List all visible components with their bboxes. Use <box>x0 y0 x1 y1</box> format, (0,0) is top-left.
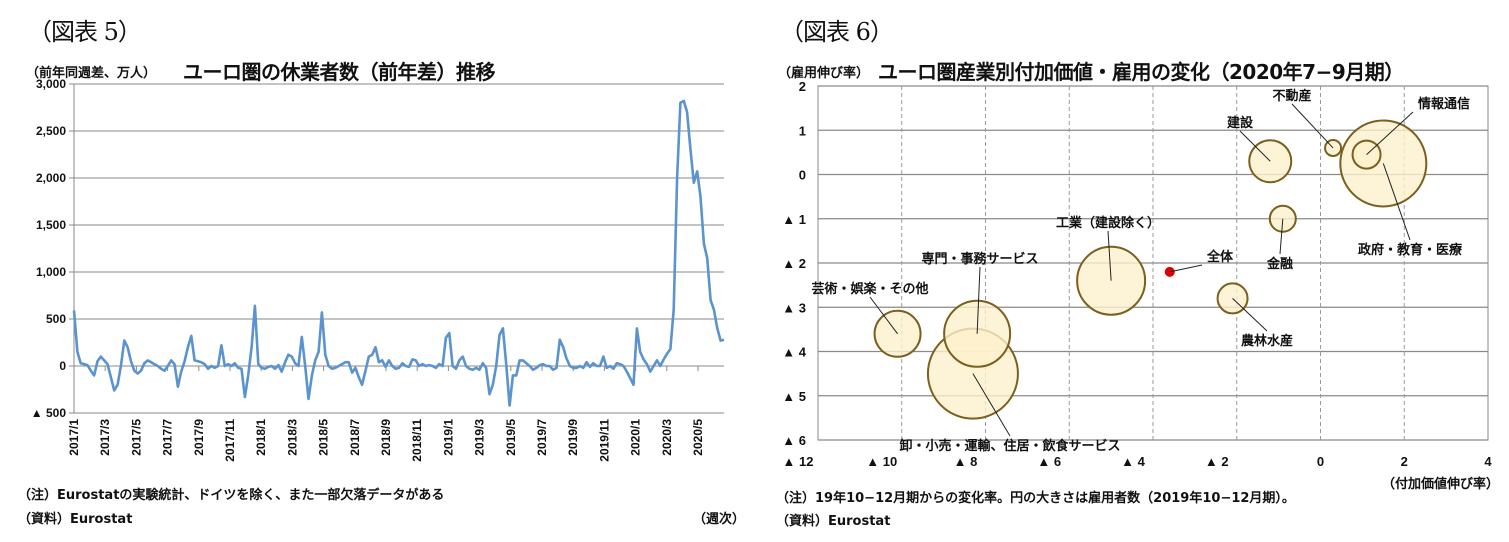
x-tick-label: 2 <box>1401 454 1408 469</box>
x-tick-label: 2017/7 <box>161 419 175 456</box>
x-tick-label: 2018/9 <box>379 419 393 456</box>
y-tick-label: 0 <box>799 168 806 183</box>
x-tick-label: 2019/11 <box>597 419 611 462</box>
leader-line <box>1169 264 1203 273</box>
y-tick-label: ▲ 6 <box>782 433 806 448</box>
x-tick-label: 2018/1 <box>254 419 268 456</box>
leader-line <box>1232 298 1268 332</box>
leader-line <box>1239 130 1271 162</box>
x-tick-label: 2018/5 <box>317 419 331 456</box>
x-tick-label: 2019/3 <box>473 419 487 456</box>
x-tick-label: 4 <box>1484 454 1492 469</box>
x-tick-label: 2019/7 <box>535 419 549 456</box>
bubble-label: 政府・教育・医療 <box>1358 242 1463 257</box>
x-tick-label: 2018/11 <box>410 419 424 462</box>
x-tick-label: 2018/7 <box>348 419 362 456</box>
x-tick-label: ▲ 4 <box>1121 454 1145 469</box>
right-note: （注）19年10−12月期からの変化率。円の大きさは雇用者数（2019年10−1… <box>776 491 1295 506</box>
x-tick-label: 2017/1 <box>67 419 81 456</box>
data-line <box>72 99 725 407</box>
y-tick-label: ▲ 1 <box>782 212 806 227</box>
y-tick-label: 2,500 <box>36 124 66 138</box>
y-tick-label: 3,000 <box>36 77 66 91</box>
left-source: （資料）Eurostat <box>18 512 133 527</box>
leader-line <box>1107 230 1112 281</box>
leader-line <box>1382 163 1411 241</box>
right-bubble-chart: 2 1 0 ▲ 1 ▲ 2 ▲ 3 ▲ 4 ▲ 5 ▲ 6 ▲ 12 ▲ 10 ▲ 8 ▲ 6 ▲ 4 ▲ … <box>782 79 1492 469</box>
y-tick-label: ▲ 4 <box>782 345 806 360</box>
bubble-label: 建設 <box>1227 115 1254 130</box>
x-tick-label: 2017/5 <box>129 419 143 456</box>
left-y-unit-label: （前年同週差、万人） <box>26 66 157 81</box>
x-tick-label: ▲ 12 <box>783 454 814 469</box>
y-tick-label: 2,000 <box>36 171 66 185</box>
bubble-label: 金融 <box>1266 256 1293 271</box>
x-tick-label: ▲ 10 <box>866 454 897 469</box>
bubble-label: 卸・小売・運輸、住居・飲食サービス <box>899 438 1120 453</box>
figure-5-label: （図表 5） <box>28 18 142 46</box>
x-tick-label: ▲ 2 <box>1205 454 1229 469</box>
y-tick-label: 500 <box>46 312 66 326</box>
right-y-unit-label: （雇用伸び率） <box>778 66 870 81</box>
bubble-label: 不動産 <box>1272 88 1311 103</box>
x-tick-label: 2019/9 <box>566 419 580 456</box>
bubble-label: 情報通信 <box>1418 96 1470 111</box>
x-tick-label: 2020/3 <box>660 419 674 456</box>
left-chart-title: ユーロ圏の休業者数（前年差）推移 <box>183 60 496 84</box>
y-tick-label: 1,500 <box>36 218 66 232</box>
left-x-unit-label: （週次） <box>693 512 746 527</box>
x-tick-label: 2020/1 <box>629 419 643 456</box>
y-tick-label: ▲ 3 <box>782 300 806 315</box>
plot-frame <box>817 85 1489 441</box>
bubble-label: 芸術・娯楽・その他 <box>811 281 928 296</box>
leader-line <box>1291 103 1334 149</box>
leader-line <box>976 266 981 334</box>
leader-line <box>972 373 1011 437</box>
bubble-label: 工業（建設除く） <box>1056 215 1160 230</box>
x-tick-label: 2020/5 <box>691 419 705 456</box>
y-tick-label: ▲ 2 <box>782 256 806 271</box>
y-tick-label: 1 <box>799 123 806 138</box>
bubble-label: 専門・事務サービス <box>921 251 1038 266</box>
y-tick-label: 2 <box>799 79 806 94</box>
right-source: （資料）Eurostat <box>776 514 891 529</box>
x-tick-label: ▲ 8 <box>954 454 978 469</box>
right-chart-title: ユーロ圏産業別付加価値・雇用の変化（2020年7−9月期） <box>878 60 1404 84</box>
leader-line <box>1366 111 1414 155</box>
left-note: （注）Eurostatの実験統計、ドイツを除く、また一部欠落データがある <box>18 488 445 503</box>
bubble-label: 全体 <box>1206 249 1234 264</box>
figure-6-label: （図表 6） <box>780 18 894 46</box>
x-tick-label: ▲ 6 <box>1037 454 1061 469</box>
x-tick-label: 2019/5 <box>504 419 518 456</box>
x-tick-label: 2017/9 <box>192 419 206 456</box>
x-tick-label: 2017/11 <box>223 419 237 462</box>
y-tick-label: 0 <box>59 359 66 373</box>
bubble-label: 農林水産 <box>1241 333 1293 348</box>
x-tick-label: 2017/3 <box>98 419 112 456</box>
x-tick-label: 0 <box>1317 454 1324 469</box>
right-x-unit-label: （付加価値伸び率） <box>1382 477 1500 492</box>
x-tick-label: 2019/1 <box>441 419 455 456</box>
leader-line <box>869 296 898 335</box>
y-tick-label: 1,000 <box>36 265 66 279</box>
y-tick-label: ▲ 500 <box>31 406 67 420</box>
y-tick-label: ▲ 5 <box>782 389 806 404</box>
x-tick-label: 2018/3 <box>285 419 299 456</box>
leader-line <box>1279 218 1284 255</box>
